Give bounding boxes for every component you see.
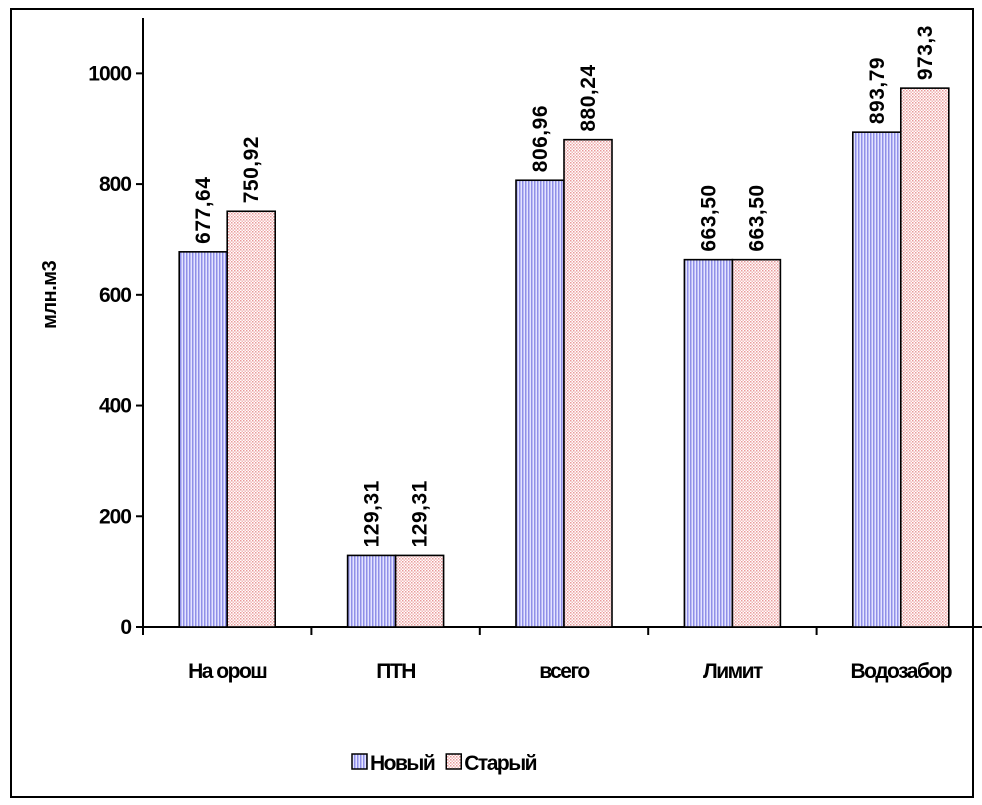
data-label: 663,50 [745, 184, 768, 251]
legend-label: Старый [464, 752, 536, 775]
data-label: 893,79 [866, 57, 889, 124]
x-axis: На орош ПТН всего Лимит Водозабор [142, 626, 982, 683]
y-tick-label: 200 [99, 505, 131, 528]
x-category-label: ПТН [376, 660, 415, 683]
bar-new [851, 131, 902, 628]
legend-swatch [445, 753, 462, 770]
bar-new [515, 179, 565, 628]
y-tick-label: 400 [99, 395, 131, 418]
bar-new [346, 554, 397, 628]
x-category-label: Водозабор [851, 660, 952, 683]
bar-old [394, 554, 445, 628]
bars [178, 87, 950, 628]
data-label: 973,3 [914, 25, 937, 80]
bar-old [899, 87, 950, 628]
bar-old [731, 258, 782, 628]
y-axis-label: млн.м3 [39, 260, 61, 328]
bar-new [683, 258, 734, 628]
x-category-label: На орош [188, 660, 266, 683]
legend: Новый Старый [351, 752, 538, 775]
data-label: 129,31 [409, 480, 432, 547]
data-label: 129,31 [361, 480, 384, 547]
y-axis: 0 200 400 600 800 1000 [88, 18, 144, 639]
y-tick-label: 600 [99, 284, 131, 307]
legend-swatch [351, 753, 368, 770]
bar-old [226, 210, 276, 628]
data-label: 663,50 [697, 184, 720, 251]
data-label: 880,24 [577, 64, 600, 131]
data-label: 806,96 [529, 105, 552, 172]
y-tick-label: 1000 [88, 62, 131, 85]
x-category-label: Лимит [703, 660, 763, 683]
y-tick-label: 800 [99, 173, 131, 196]
legend-label: Новый [370, 752, 435, 775]
data-label: 750,92 [240, 136, 263, 203]
data-labels: 677,64 129,31 806,96 663,50 893,79 750,92 129,… [192, 25, 937, 547]
bar-old [563, 138, 613, 628]
x-category-label: всего [539, 660, 589, 683]
bar-new [178, 251, 228, 628]
y-tick-label: 0 [120, 616, 131, 639]
data-label: 677,64 [192, 177, 215, 244]
chart-frame [10, 8, 974, 798]
